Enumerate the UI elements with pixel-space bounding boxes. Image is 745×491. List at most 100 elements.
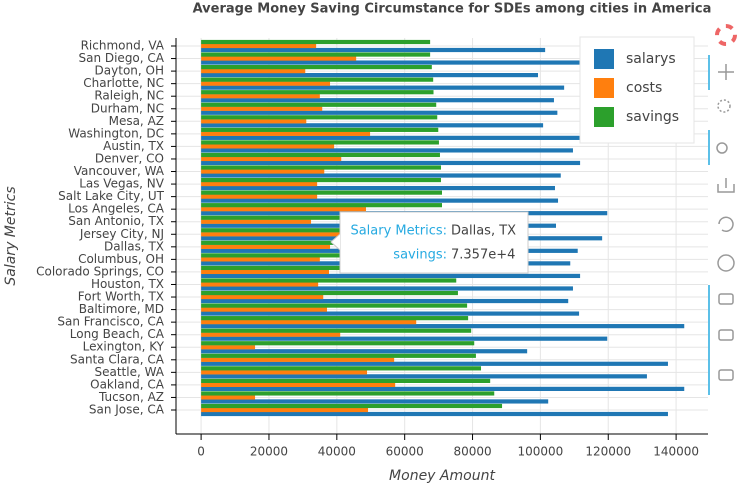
y-tick-label: Vancouver, WA — [74, 164, 165, 178]
bar — [201, 240, 451, 245]
y-tick-label: Houston, TX — [91, 277, 164, 291]
bar — [201, 324, 685, 329]
toolbar — [708, 24, 737, 395]
y-tick-label: Durham, NC — [91, 101, 164, 115]
bar — [201, 203, 442, 208]
bar — [201, 320, 417, 325]
y-tick-label: San Diego, CA — [78, 51, 164, 65]
tooltip-value: 7.357e+4 — [451, 248, 515, 263]
bar — [201, 374, 647, 379]
bar — [201, 81, 331, 86]
bar — [201, 181, 318, 187]
y-tick-label: Salt Lake City, UT — [58, 189, 165, 203]
bar — [201, 294, 324, 300]
y-tick-label: Tucson, AZ — [98, 390, 164, 404]
bar — [201, 110, 558, 115]
bar — [201, 160, 581, 166]
plot-area — [176, 38, 708, 434]
bar — [201, 165, 441, 170]
bar — [201, 102, 437, 107]
bar — [201, 52, 431, 57]
bar — [201, 47, 546, 53]
bar — [201, 123, 544, 128]
y-tick-label: Los Angeles, CA — [68, 202, 165, 216]
box-zoom-tool[interactable] — [717, 99, 731, 113]
bar — [201, 219, 312, 224]
hover-tool[interactable] — [718, 329, 734, 341]
legend-label: savings — [626, 109, 679, 125]
save-tool[interactable] — [717, 178, 735, 193]
x-tick-label: 120000 — [585, 445, 631, 459]
bar — [201, 85, 565, 90]
bar — [201, 332, 341, 337]
y-tick-label: Lexington, KY — [83, 340, 165, 354]
y-tick-label: San Jose, CA — [89, 403, 165, 417]
x-tick-label: 20000 — [250, 445, 288, 459]
bar — [201, 119, 307, 124]
bar — [201, 207, 366, 212]
wheel-zoom-tool[interactable] — [716, 142, 728, 154]
pan-tool[interactable] — [718, 64, 734, 80]
legend-label: salarys — [626, 51, 676, 67]
bokeh-logo[interactable] — [715, 24, 737, 46]
bar — [201, 298, 569, 304]
bar — [201, 378, 491, 383]
y-tick-label: San Antonio, TX — [68, 214, 164, 228]
y-tick-label: Raleigh, NC — [94, 89, 164, 103]
bar — [201, 411, 668, 417]
bar — [201, 316, 469, 321]
y-tick-label: Las Vegas, NV — [79, 177, 165, 191]
bar — [201, 357, 395, 362]
bar — [201, 257, 320, 262]
y-tick-label: Long Beach, CA — [70, 327, 165, 341]
bar — [201, 265, 447, 271]
bar — [201, 177, 441, 183]
bar — [201, 269, 330, 275]
y-tick-label: Jersey City, NJ — [79, 227, 164, 241]
tooltip-label: savings: — [393, 248, 447, 263]
bar — [201, 60, 585, 65]
bar — [201, 282, 319, 287]
bar — [201, 56, 357, 61]
tooltip-value: Dallas, TX — [451, 224, 516, 239]
bar — [201, 198, 559, 203]
bar — [201, 303, 468, 308]
reset-tool[interactable] — [718, 216, 734, 232]
bar — [201, 307, 327, 312]
y-tick-label: Fort Worth, TX — [78, 290, 164, 304]
legend-swatch — [594, 78, 614, 98]
y-tick-label: Charlotte, NC — [83, 76, 164, 90]
bar — [201, 228, 445, 233]
bar — [201, 140, 439, 145]
bar — [201, 395, 256, 400]
y-tick-label: Washington, DC — [68, 126, 164, 140]
help-tool[interactable] — [717, 254, 735, 272]
bar — [201, 382, 396, 387]
bar — [201, 69, 306, 74]
bar — [201, 349, 528, 354]
hover-tool[interactable] — [718, 293, 734, 305]
bar — [201, 407, 369, 413]
bar — [201, 341, 475, 346]
x-tick-label: 60000 — [386, 445, 424, 459]
legend-swatch — [594, 49, 614, 69]
hover-tool[interactable] — [718, 369, 734, 381]
bar — [201, 215, 444, 220]
bar — [201, 253, 446, 258]
tooltip-box — [339, 211, 529, 274]
bar — [201, 94, 320, 99]
bar — [201, 185, 555, 191]
bar — [201, 328, 472, 333]
legend: salarys costs savings — [579, 36, 695, 144]
y-axis-label: Salary Metrics — [3, 186, 19, 285]
y-tick-label: Columbus, OH — [78, 252, 164, 266]
y-tick-label: San Francisco, CA — [57, 315, 164, 329]
x-tick-label: 0 — [197, 445, 205, 459]
bar — [201, 194, 318, 199]
y-tick-label: Austin, TX — [103, 139, 164, 153]
x-tick-label: 100000 — [517, 445, 563, 459]
tooltip-label: Salary Metrics: — [350, 224, 447, 239]
y-tick-label: Oakland, CA — [90, 377, 165, 391]
y-tick-label: Denver, CO — [95, 151, 164, 165]
